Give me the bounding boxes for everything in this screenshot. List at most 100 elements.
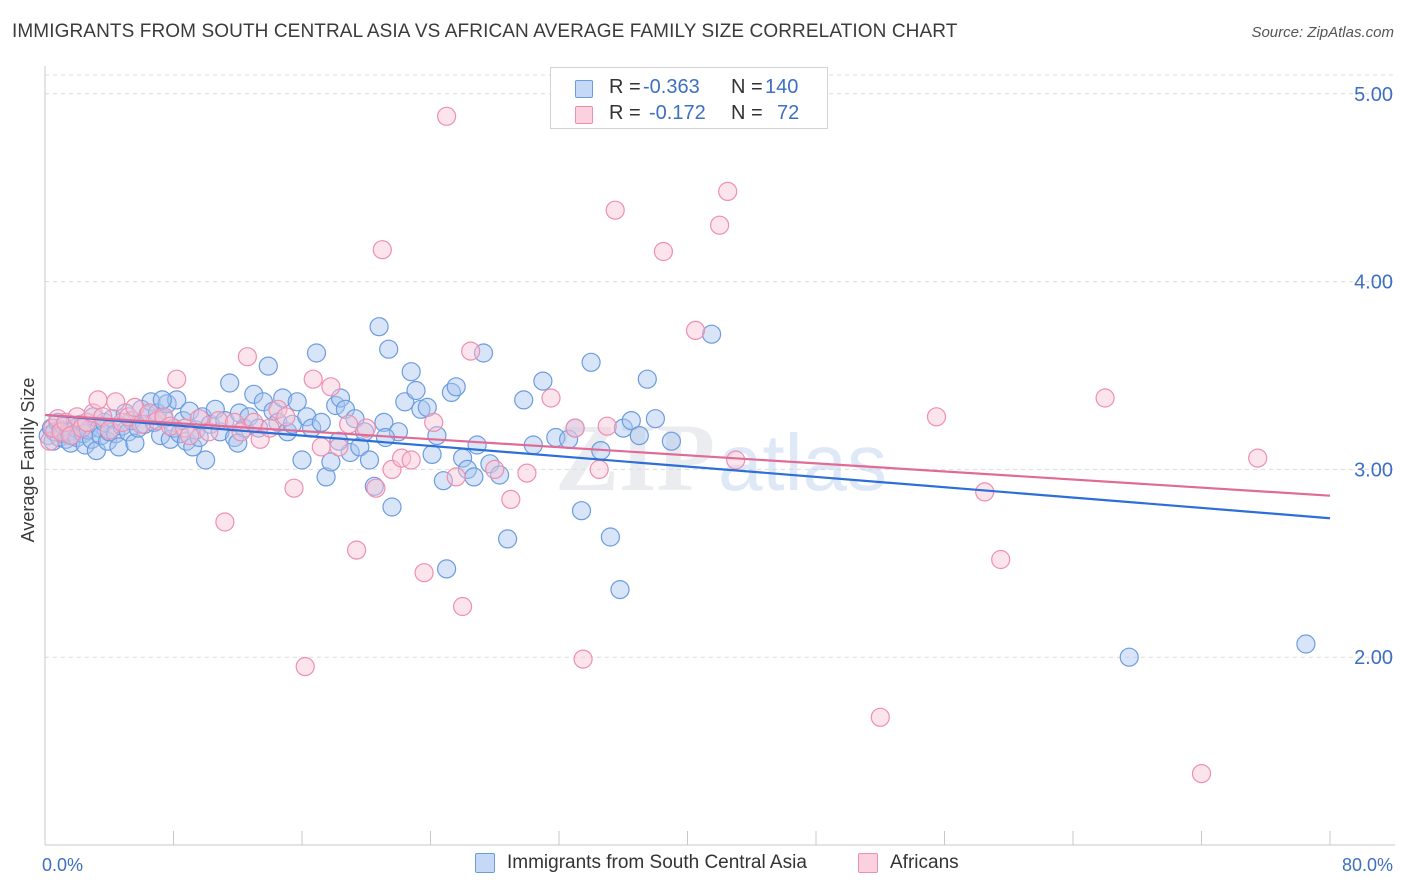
point-south-central-asia: [316, 467, 336, 487]
point-south-central-asia: [382, 497, 402, 517]
point-africans: [597, 416, 617, 436]
trend-line-south-central-asia: [44, 413, 1331, 520]
point-africans: [321, 377, 341, 397]
legend-swatch-pink: [858, 853, 878, 873]
point-south-central-asia: [229, 403, 249, 423]
y-tick-label: 3.00: [1354, 459, 1393, 481]
point-south-central-asia: [467, 435, 487, 455]
point-south-central-asia: [359, 450, 380, 470]
y-axis-title: Average Family Size: [18, 378, 38, 543]
point-africans: [125, 397, 145, 417]
point-africans: [541, 388, 561, 408]
point-south-central-asia: [457, 459, 477, 479]
point-africans: [1095, 388, 1115, 408]
stats-n-label: N =: [731, 102, 763, 124]
point-africans: [276, 407, 296, 427]
point-south-central-asia: [292, 450, 312, 470]
legend-swatch-blue: [475, 853, 495, 873]
point-africans: [401, 450, 421, 470]
point-south-central-asia: [661, 431, 682, 451]
point-africans: [709, 215, 730, 235]
point-south-central-asia: [244, 384, 264, 404]
point-south-central-asia: [645, 409, 666, 429]
point-south-central-asia: [125, 433, 145, 453]
point-south-central-asia: [196, 450, 216, 470]
legend-label: Africans: [890, 852, 959, 873]
point-africans: [366, 478, 386, 498]
point-africans: [991, 549, 1011, 570]
chart-title: IMMIGRANTS FROM SOUTH CENTRAL ASIA VS AF…: [12, 21, 958, 42]
point-africans: [295, 656, 315, 677]
point-south-central-asia: [273, 388, 293, 408]
point-africans: [1191, 763, 1212, 784]
point-africans: [167, 369, 187, 389]
point-africans: [356, 418, 376, 438]
point-south-central-asia: [401, 362, 421, 382]
point-africans: [685, 320, 706, 340]
trend-line-africans: [44, 413, 1331, 497]
y-tick-label: 4.00: [1354, 272, 1393, 294]
y-tick-label: 5.00: [1354, 84, 1393, 106]
point-south-central-asia: [1119, 647, 1139, 667]
point-africans: [215, 512, 235, 532]
axis-labels: 2.00 3.00 4.00 5.00 0.0% 80.0% Average Family …: [18, 84, 1393, 875]
point-africans: [453, 596, 473, 617]
axes: [44, 66, 1395, 846]
point-africans: [870, 707, 890, 727]
point-africans: [339, 414, 359, 434]
point-south-central-asia: [374, 412, 394, 432]
point-south-central-asia: [621, 411, 641, 431]
stats-swatch-pink: [575, 106, 593, 124]
point-africans: [1248, 448, 1268, 468]
point-africans: [573, 649, 593, 669]
point-south-central-asia: [629, 426, 649, 446]
point-south-central-asia: [189, 427, 209, 448]
stats-swatch-blue: [575, 80, 593, 98]
point-africans: [424, 412, 444, 432]
point-south-central-asia: [167, 390, 187, 410]
point-africans: [517, 463, 537, 483]
point-south-central-asia: [311, 412, 331, 432]
point-south-central-asia: [701, 324, 722, 344]
point-south-central-asia: [350, 437, 370, 457]
point-africans: [414, 563, 434, 583]
point-africans: [372, 240, 392, 260]
point-south-central-asia: [600, 527, 621, 547]
point-south-central-asia: [287, 392, 307, 412]
point-africans: [589, 459, 609, 479]
trend-lines: [44, 413, 1331, 520]
point-south-central-asia: [379, 339, 399, 359]
point-south-central-asia: [464, 467, 484, 487]
y-tick-label: 2.00: [1354, 647, 1393, 669]
point-south-central-asia: [533, 371, 553, 391]
point-south-central-asia: [446, 377, 466, 397]
point-africans: [605, 200, 625, 220]
stats-n-value: 140: [765, 76, 799, 98]
stats-r-label: R =: [609, 76, 641, 98]
source-label: Source: ZipAtlas.com: [1251, 24, 1394, 41]
point-south-central-asia: [433, 471, 453, 491]
stats-r-value: -0.363: [643, 76, 700, 98]
point-africans: [446, 467, 466, 487]
point-south-central-asia: [437, 559, 457, 579]
legend-label: Immigrants from South Central Asia: [507, 852, 807, 873]
point-south-central-asia: [637, 369, 657, 389]
point-africans: [180, 426, 200, 446]
point-south-central-asia: [258, 356, 278, 376]
point-africans: [926, 407, 947, 427]
point-south-central-asia: [340, 442, 360, 463]
stats-box: R = -0.363 N = 140 R = -0.172 N = 72: [550, 67, 828, 129]
point-south-central-asia: [369, 317, 389, 337]
stats-r-label: R =: [609, 102, 641, 124]
point-africans: [268, 399, 288, 419]
point-south-central-asia: [514, 390, 534, 410]
point-africans: [284, 478, 304, 498]
point-africans: [106, 392, 126, 412]
point-africans: [653, 241, 674, 262]
x-tick-label: 80.0%: [1342, 855, 1393, 875]
point-south-central-asia: [571, 501, 592, 521]
point-africans: [329, 437, 349, 457]
point-south-central-asia: [306, 343, 327, 363]
point-africans: [237, 347, 257, 367]
point-south-central-asia: [321, 452, 341, 472]
